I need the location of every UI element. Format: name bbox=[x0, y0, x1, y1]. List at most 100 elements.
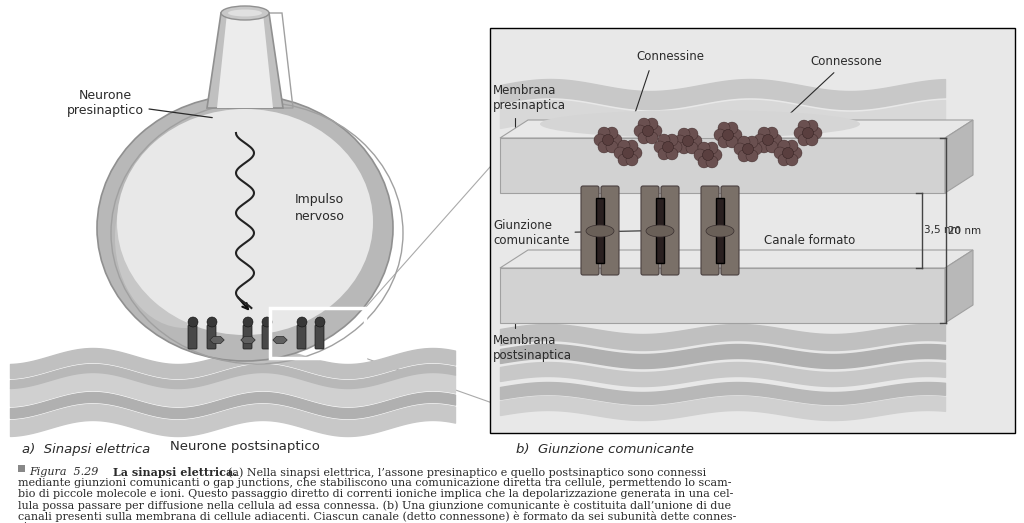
Circle shape bbox=[694, 149, 706, 161]
Circle shape bbox=[763, 134, 773, 145]
Circle shape bbox=[598, 127, 610, 139]
Circle shape bbox=[746, 136, 758, 148]
Circle shape bbox=[766, 127, 778, 139]
Ellipse shape bbox=[540, 110, 860, 138]
Polygon shape bbox=[210, 336, 224, 344]
FancyBboxPatch shape bbox=[188, 325, 197, 349]
Text: 20 nm: 20 nm bbox=[948, 225, 981, 235]
Polygon shape bbox=[945, 250, 973, 323]
Circle shape bbox=[750, 143, 762, 155]
Text: Giunzione
comunicante: Giunzione comunicante bbox=[493, 219, 657, 247]
Text: Neurone
presinaptico: Neurone presinaptico bbox=[67, 89, 212, 118]
Circle shape bbox=[315, 317, 325, 327]
Circle shape bbox=[758, 127, 770, 139]
FancyBboxPatch shape bbox=[315, 325, 324, 349]
Circle shape bbox=[623, 147, 634, 158]
Circle shape bbox=[723, 130, 733, 141]
Circle shape bbox=[806, 120, 818, 132]
Circle shape bbox=[726, 136, 738, 148]
Circle shape bbox=[738, 136, 750, 148]
Ellipse shape bbox=[117, 109, 373, 335]
Polygon shape bbox=[207, 13, 283, 108]
Circle shape bbox=[188, 317, 198, 327]
FancyBboxPatch shape bbox=[662, 186, 679, 275]
Circle shape bbox=[698, 156, 710, 168]
Circle shape bbox=[686, 128, 698, 140]
Circle shape bbox=[714, 129, 726, 141]
Ellipse shape bbox=[646, 225, 674, 237]
Circle shape bbox=[646, 118, 658, 130]
Circle shape bbox=[810, 127, 822, 139]
Text: Impulso
nervoso: Impulso nervoso bbox=[295, 192, 345, 223]
Circle shape bbox=[706, 156, 718, 168]
Circle shape bbox=[774, 147, 786, 159]
Polygon shape bbox=[217, 13, 273, 108]
Circle shape bbox=[606, 127, 618, 139]
Circle shape bbox=[683, 135, 693, 146]
Text: (a) Nella sinapsi elettrica, l’assone presinaptico e quello postsinaptico sono c: (a) Nella sinapsi elettrica, l’assone pr… bbox=[228, 467, 707, 477]
Circle shape bbox=[798, 134, 810, 146]
Circle shape bbox=[786, 140, 798, 152]
Circle shape bbox=[718, 122, 730, 134]
FancyBboxPatch shape bbox=[500, 268, 945, 323]
FancyBboxPatch shape bbox=[207, 325, 216, 349]
Circle shape bbox=[602, 134, 613, 145]
Circle shape bbox=[778, 154, 790, 166]
Ellipse shape bbox=[97, 95, 393, 361]
Circle shape bbox=[734, 143, 746, 155]
Circle shape bbox=[706, 142, 718, 154]
Ellipse shape bbox=[228, 9, 262, 17]
Circle shape bbox=[663, 142, 674, 153]
Circle shape bbox=[638, 118, 650, 130]
Circle shape bbox=[658, 134, 670, 146]
Circle shape bbox=[670, 141, 682, 153]
FancyBboxPatch shape bbox=[297, 325, 306, 349]
Circle shape bbox=[610, 134, 622, 146]
Polygon shape bbox=[500, 120, 973, 138]
Circle shape bbox=[798, 120, 810, 132]
Circle shape bbox=[606, 141, 618, 153]
Text: Figura  5.29: Figura 5.29 bbox=[29, 467, 98, 477]
Circle shape bbox=[297, 317, 307, 327]
Text: bio di piccole molecole e ioni. Questo passaggio diretto di correnti ioniche imp: bio di piccole molecole e ioni. Questo p… bbox=[18, 489, 733, 499]
Circle shape bbox=[646, 132, 658, 144]
Circle shape bbox=[702, 150, 714, 161]
FancyBboxPatch shape bbox=[601, 186, 618, 275]
Circle shape bbox=[678, 128, 690, 140]
FancyBboxPatch shape bbox=[262, 325, 271, 349]
Circle shape bbox=[778, 140, 790, 152]
FancyBboxPatch shape bbox=[721, 186, 739, 275]
Circle shape bbox=[650, 125, 662, 137]
Text: Connessone: Connessone bbox=[782, 55, 882, 121]
Circle shape bbox=[614, 147, 626, 159]
Circle shape bbox=[678, 142, 690, 154]
Circle shape bbox=[766, 141, 778, 153]
Circle shape bbox=[754, 134, 766, 146]
Circle shape bbox=[730, 129, 742, 141]
Circle shape bbox=[698, 142, 710, 154]
Circle shape bbox=[710, 149, 722, 161]
Ellipse shape bbox=[586, 225, 614, 237]
Text: mediante giunzioni comunicanti o gap junctions, che stabiliscono una comunicazio: mediante giunzioni comunicanti o gap jun… bbox=[18, 478, 731, 488]
Circle shape bbox=[638, 132, 650, 144]
Circle shape bbox=[634, 125, 646, 137]
Polygon shape bbox=[945, 120, 973, 193]
Circle shape bbox=[666, 148, 678, 160]
Text: canali presenti sulla membrana di cellule adiacenti. Ciascun canale (detto conne: canali presenti sulla membrana di cellul… bbox=[18, 511, 736, 522]
Circle shape bbox=[674, 135, 686, 147]
Circle shape bbox=[658, 148, 670, 160]
Circle shape bbox=[794, 127, 806, 139]
Circle shape bbox=[243, 317, 253, 327]
Circle shape bbox=[786, 154, 798, 166]
FancyBboxPatch shape bbox=[656, 198, 664, 263]
Circle shape bbox=[803, 128, 813, 139]
Circle shape bbox=[738, 150, 750, 162]
FancyBboxPatch shape bbox=[596, 198, 604, 263]
Text: Canale formato
da pori in ogni
membrana: Canale formato da pori in ogni membrana bbox=[764, 234, 856, 281]
Ellipse shape bbox=[221, 6, 269, 20]
Bar bbox=[18, 465, 25, 472]
Text: lula possa passare per diffusione nella cellula ad essa connessa. (b) Una giunzi: lula possa passare per diffusione nella … bbox=[18, 500, 731, 511]
Text: La sinapsi elettrica.: La sinapsi elettrica. bbox=[113, 467, 238, 478]
Circle shape bbox=[626, 140, 638, 152]
Circle shape bbox=[726, 122, 738, 134]
